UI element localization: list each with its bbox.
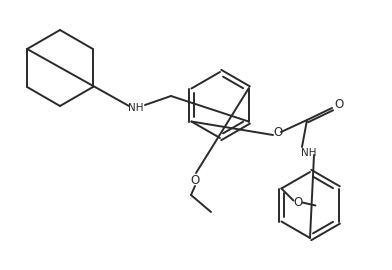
Text: O: O — [334, 99, 344, 112]
Text: O: O — [191, 174, 200, 187]
Text: O: O — [273, 126, 283, 139]
Text: O: O — [294, 196, 303, 209]
Text: NH: NH — [301, 148, 317, 158]
Text: NH: NH — [128, 103, 144, 113]
